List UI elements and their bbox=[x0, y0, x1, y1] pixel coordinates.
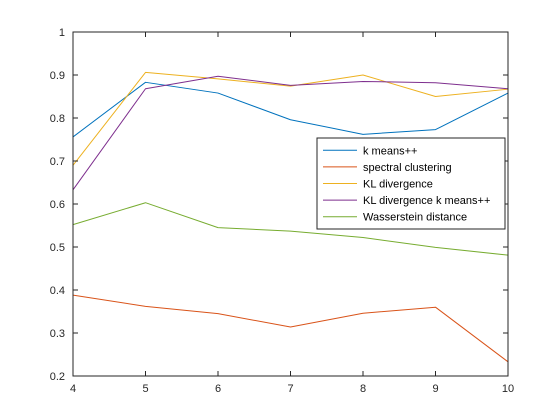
y-tick-label: 0.4 bbox=[50, 285, 65, 297]
legend-label-2: KL divergence bbox=[363, 179, 433, 191]
x-tick-label: 5 bbox=[142, 383, 148, 395]
legend-label-4: Wasserstein distance bbox=[363, 212, 467, 224]
series-line-0 bbox=[72, 81, 509, 138]
y-tick-label: 0.7 bbox=[50, 156, 65, 168]
y-tick-label: 0.5 bbox=[50, 242, 65, 254]
y-tick-label: 1 bbox=[59, 27, 65, 39]
x-tick-label: 10 bbox=[502, 383, 514, 395]
series-line-1 bbox=[72, 294, 509, 363]
x-tick-label: 6 bbox=[215, 383, 221, 395]
series-line-3 bbox=[72, 75, 509, 191]
legend: k means++ spectral clustering KL divergenc… bbox=[316, 137, 506, 230]
legend-label-3: KL divergence k means++ bbox=[363, 195, 490, 207]
x-tick-label: 4 bbox=[70, 383, 76, 395]
x-tick-label: 9 bbox=[432, 383, 438, 395]
x-tick-label: 7 bbox=[287, 383, 293, 395]
y-tick-label: 0.2 bbox=[50, 371, 65, 383]
y-axis-ticks: 0.2 0.3 0.4 0.5 0.6 0.7 0.8 0.9 1 bbox=[50, 27, 508, 383]
x-axis-ticks: 4 5 6 7 8 9 10 bbox=[70, 32, 514, 395]
y-tick-label: 0.9 bbox=[50, 70, 65, 82]
series-lines bbox=[72, 71, 509, 363]
legend-label-0: k means++ bbox=[363, 145, 417, 157]
y-tick-label: 0.6 bbox=[50, 199, 65, 211]
x-tick-label: 8 bbox=[360, 383, 366, 395]
series-line-2 bbox=[72, 71, 509, 166]
y-tick-label: 0.3 bbox=[50, 328, 65, 340]
series-line-4 bbox=[72, 202, 509, 256]
y-tick-label: 0.8 bbox=[50, 113, 65, 125]
legend-label-1: spectral clustering bbox=[363, 162, 452, 174]
